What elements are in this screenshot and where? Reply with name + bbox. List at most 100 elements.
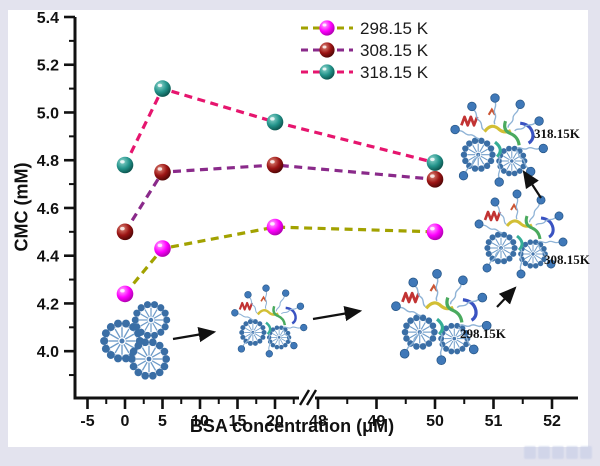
arrow-icon	[172, 327, 217, 343]
data-point	[154, 240, 171, 257]
micelle-icon	[128, 338, 170, 380]
surfactant-icon	[281, 328, 298, 350]
protein-ribbon-teal	[516, 234, 524, 252]
watermark	[524, 446, 592, 459]
surfactant-icon	[507, 99, 525, 128]
surfactant-icon	[436, 332, 447, 366]
annotation-298k: 298.15K	[460, 326, 506, 341]
x-tick-label: 10	[191, 413, 209, 430]
x-tick-label: 48	[309, 413, 327, 430]
surfactant-icon	[490, 197, 507, 225]
micelle-icon	[518, 239, 548, 269]
legend-marker	[319, 42, 335, 58]
legend-item: 298.15 K	[301, 19, 429, 38]
legend-label: 308.15 K	[360, 41, 429, 60]
protein-ribbon-blue	[462, 298, 478, 322]
x-tick-label: -5	[80, 413, 94, 430]
data-point	[154, 163, 171, 181]
x-tick-label: 20	[266, 413, 284, 430]
surfactant-icon	[516, 143, 548, 154]
data-series	[116, 80, 444, 303]
protein-ribbon-teal	[435, 317, 445, 336]
protein-ribbon-red	[483, 210, 502, 222]
annotation-318k: 318.15K	[534, 126, 580, 141]
surfactant-icon	[449, 275, 468, 305]
surfactant-icon	[528, 195, 546, 223]
x-axis-title: BSA concentration (μM)	[189, 416, 395, 436]
surfactant-icon	[262, 284, 270, 310]
protein-ribbon-teal	[265, 321, 272, 335]
axis-break	[299, 394, 315, 402]
surfactant-icon	[391, 301, 422, 317]
surfactant-icon	[467, 101, 485, 131]
surfactant-icon	[512, 189, 522, 220]
surfactant-icon	[275, 289, 290, 312]
legend-item: 308.15 K	[301, 41, 429, 60]
protein-ribbon-green	[524, 215, 542, 240]
series-line	[123, 86, 436, 166]
micelle-protein-complex-298k	[391, 268, 492, 366]
micelle-icon	[266, 325, 292, 350]
surfactant-icon	[282, 323, 308, 332]
y-tick-label: 5.2	[37, 58, 59, 75]
y-tick-label: 5.4	[37, 10, 59, 27]
legend-marker	[319, 20, 335, 36]
surfactant-icon	[231, 309, 255, 321]
protein-ribbon-green	[445, 297, 464, 323]
y-axis-title: CMC (mM)	[11, 162, 32, 252]
data-point	[116, 156, 134, 174]
protein-ribbon-blue	[540, 216, 555, 239]
series-line	[123, 163, 436, 233]
protein-ribbon-red	[238, 301, 254, 311]
x-tick-label: 5	[158, 413, 167, 430]
y-tick-label: 4.8	[37, 153, 59, 170]
surfactant-icon	[265, 332, 273, 358]
protein-ribbon-teal	[493, 140, 502, 158]
micelle-protein-complex-small	[231, 284, 308, 358]
annotation-308k: 308.15K	[544, 252, 590, 267]
x-tick-label: 15	[229, 413, 247, 430]
surfactant-icon	[408, 277, 426, 308]
surfactant-icon	[536, 242, 556, 269]
illustrations	[100, 93, 568, 380]
surfactant-icon	[450, 124, 480, 140]
surfactant-icon	[457, 326, 479, 355]
surfactant-icon	[494, 155, 504, 187]
surfactant-icon	[432, 268, 442, 302]
micelle-protein-complex-318k	[450, 93, 548, 187]
protein-ribbon-green	[272, 305, 287, 326]
data-point	[426, 154, 444, 171]
axes: 4.0 4.2 4.4 4.6 4.8 5.0 5.2 5.4 -5 0 5 10 15 20 48 49 50…	[37, 10, 578, 430]
surfactant-icon	[535, 211, 564, 226]
x-tick-label: 0	[121, 413, 130, 430]
arrow-icon	[522, 170, 542, 199]
surfactant-icon	[244, 291, 258, 314]
surfactant-icon	[458, 154, 480, 181]
surfactant-icon	[514, 116, 544, 132]
y-tick-label: 4.6	[37, 201, 59, 218]
surfactant-icon	[482, 247, 502, 273]
surfactant-icon	[516, 248, 526, 279]
legend: 298.15 K 308.15 K 318.15 K	[301, 19, 429, 82]
surfactant-icon	[490, 93, 500, 125]
x-tick-label: 49	[368, 413, 386, 430]
protein-ribbon-red	[401, 291, 420, 304]
y-tick-label: 4.0	[37, 344, 59, 361]
data-point	[426, 171, 444, 188]
legend-item: 318.15 K	[301, 63, 429, 82]
micelle-protein-complex-308k	[474, 189, 568, 279]
protein-ribbon-red	[460, 115, 479, 127]
data-point	[116, 285, 134, 303]
protein-ribbon-green	[503, 120, 521, 146]
series-line	[123, 225, 436, 295]
arrow-icon	[496, 286, 517, 308]
x-tick-label: 52	[543, 413, 561, 430]
surfactant-icon	[280, 302, 305, 315]
surfactant-icon	[537, 237, 568, 247]
surfactant-icon	[456, 292, 488, 309]
legend-marker	[319, 64, 335, 80]
legend-label: 298.15 K	[360, 19, 429, 38]
x-tick-label: 50	[426, 413, 444, 430]
micelle-icon	[131, 301, 171, 339]
